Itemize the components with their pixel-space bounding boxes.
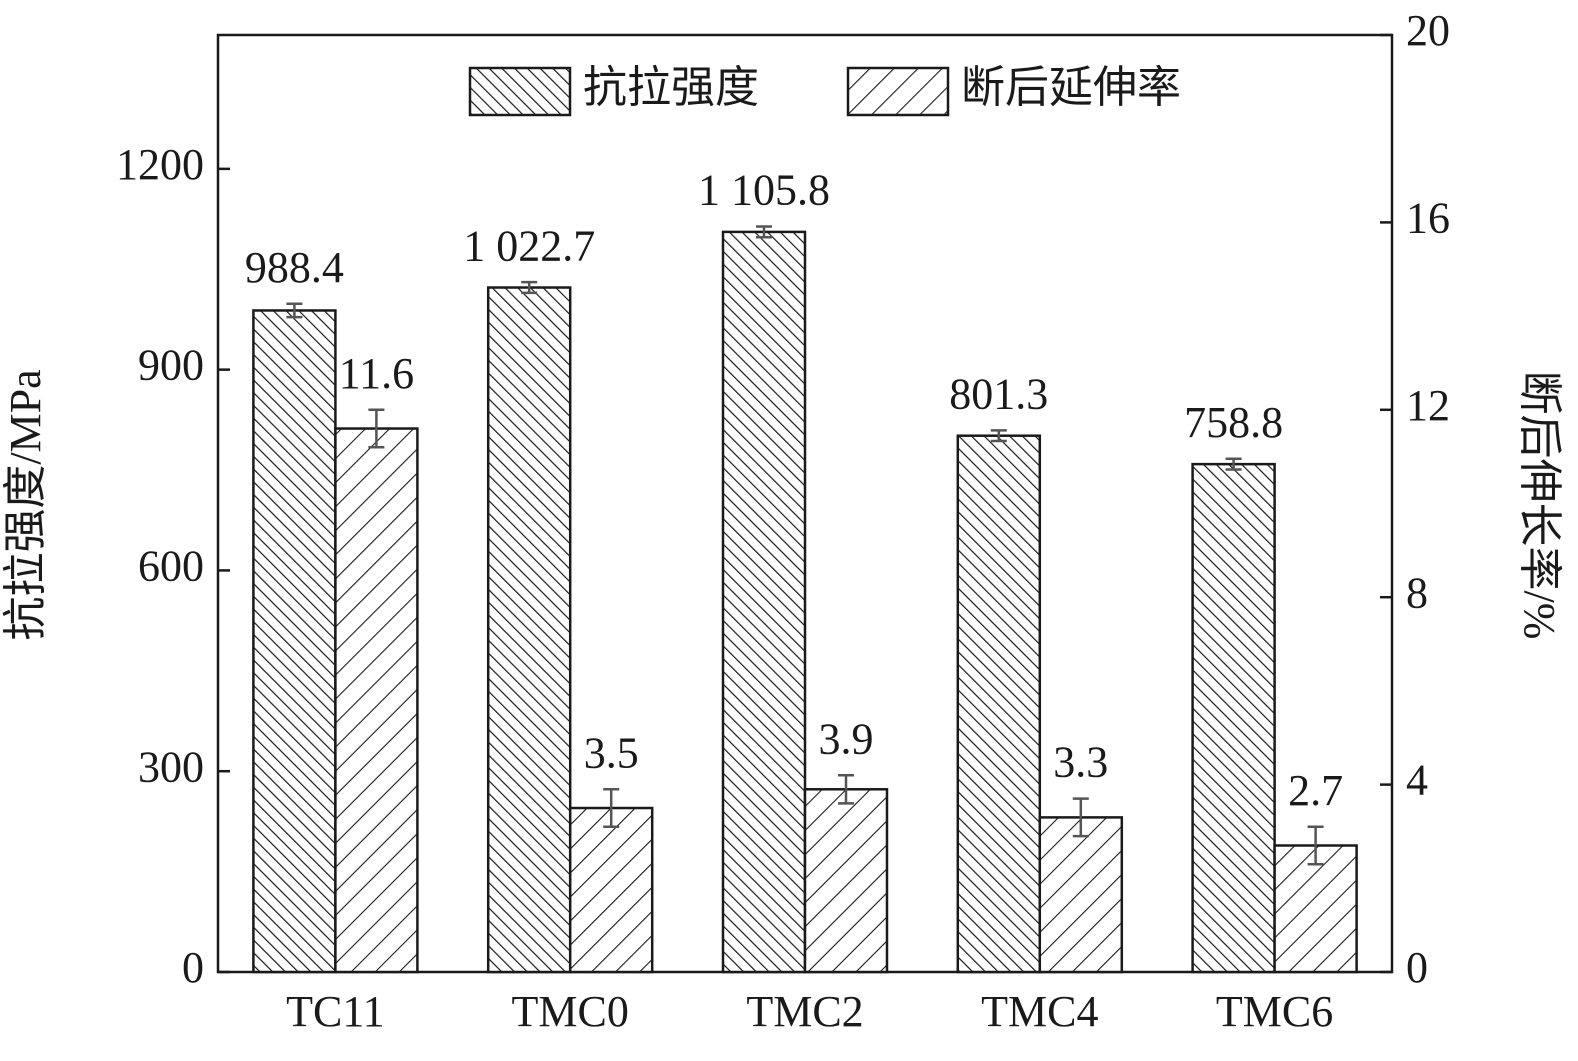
error-bar	[1072, 797, 1089, 838]
value-label: 3.9	[819, 714, 874, 763]
bar	[1038, 816, 1124, 974]
y-tick-label: 0	[182, 943, 204, 992]
x-tick-label: TC11	[286, 987, 385, 1036]
legend-label: 抗拉强度	[583, 63, 759, 112]
y2-tick-label: 16	[1406, 193, 1450, 242]
x-tick-label: TMC6	[1216, 987, 1333, 1036]
value-label: 3.3	[1053, 738, 1108, 787]
y2-tick-label: 20	[1406, 6, 1450, 55]
bar	[721, 230, 807, 974]
legend-swatch	[468, 66, 572, 117]
value-label: 801.3	[949, 369, 1048, 418]
value-label: 11.6	[339, 349, 414, 398]
bar	[334, 427, 419, 974]
bar	[956, 434, 1042, 974]
bar	[1273, 844, 1358, 974]
y-tick-label: 300	[138, 742, 204, 791]
bar	[803, 788, 889, 974]
y-tick-label: 900	[138, 341, 204, 390]
error-bar	[368, 408, 385, 449]
x-tick-label: TMC0	[512, 987, 629, 1036]
y-tick-label: 1200	[116, 140, 204, 189]
x-tick-label: TMC2	[746, 987, 863, 1036]
bar	[1191, 462, 1276, 974]
error-bar	[603, 788, 620, 829]
value-label: 1 022.7	[463, 221, 595, 270]
bar	[252, 309, 337, 974]
value-label: 758.8	[1184, 398, 1283, 447]
y2-tick-label: 12	[1406, 381, 1450, 430]
error-bar	[1307, 825, 1324, 866]
bar	[486, 286, 572, 974]
legend-label: 断后延伸率	[961, 63, 1181, 112]
y2-tick-label: 0	[1406, 943, 1428, 992]
value-label: 3.5	[584, 728, 639, 777]
y2-axis-label: 断后伸长率/%	[1515, 371, 1564, 640]
legend-swatch	[846, 66, 950, 117]
y2-tick-label: 4	[1406, 756, 1428, 805]
y2-tick-label: 8	[1406, 568, 1428, 617]
error-bar	[990, 429, 1007, 443]
value-label: 1 105.8	[698, 166, 830, 215]
error-bar	[286, 302, 303, 319]
y-axis-label: 抗拉强度/MPa	[1, 369, 50, 640]
y-tick-label: 600	[138, 542, 204, 591]
value-label: 988.4	[245, 243, 344, 292]
error-bar	[521, 280, 538, 295]
error-bar	[1225, 457, 1242, 471]
error-bar	[838, 773, 854, 805]
value-label: 2.7	[1288, 766, 1343, 815]
x-tick-label: TMC4	[981, 987, 1098, 1036]
bar	[568, 806, 654, 974]
error-bar	[756, 225, 772, 239]
